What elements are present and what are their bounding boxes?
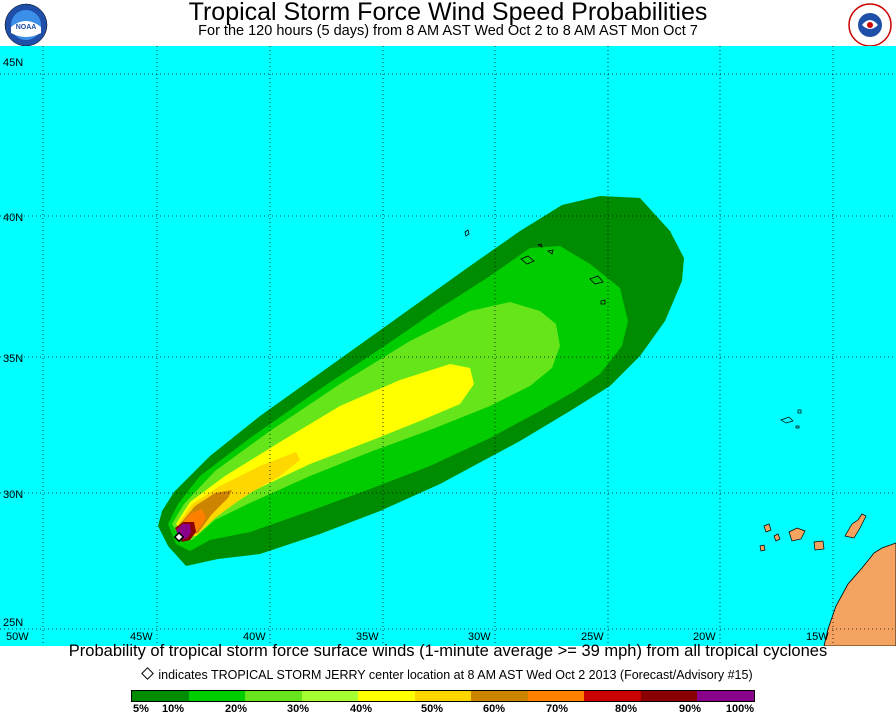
legend-swatch	[358, 691, 415, 701]
legend-label: 50%	[420, 703, 444, 715]
marker-note-text: indicates TROPICAL STORM JERRY center lo…	[158, 668, 753, 682]
page-subtitle: For the 120 hours (5 days) from 8 AM AST…	[198, 23, 698, 39]
legend-labels: 5% 10% 20% 30% 40% 50% 60% 70% 80% 90% 1…	[0, 703, 896, 717]
legend-label: 30%	[286, 703, 310, 715]
probability-legend	[131, 690, 755, 702]
lon-label: 30W	[468, 631, 491, 643]
legend-swatch	[188, 691, 246, 701]
legend-label: 70%	[545, 703, 569, 715]
legend-swatch	[697, 691, 755, 701]
legend-swatch	[301, 691, 359, 701]
storm-center-diamond-icon	[173, 531, 185, 543]
legend-swatch	[414, 691, 472, 701]
legend-label: 60%	[482, 703, 506, 715]
africa-landmass	[823, 542, 896, 646]
lon-label: 40W	[243, 631, 266, 643]
legend-swatch	[527, 691, 585, 701]
legend-label: 40%	[349, 703, 373, 715]
legend-label: 80%	[614, 703, 638, 715]
lon-label: 15W	[806, 631, 829, 643]
madeira-islands	[780, 409, 802, 429]
header: NOAA Tropical Storm Force Wind Speed Pro…	[0, 0, 896, 47]
lat-label: 30N	[3, 489, 23, 501]
lat-lon-grid	[0, 46, 896, 646]
lat-label: 35N	[3, 353, 23, 365]
canary-islands	[759, 513, 867, 552]
lat-labels: 45N 40N 35N 30N 25N	[3, 57, 23, 629]
legend-label: 90%	[678, 703, 702, 715]
noaa-logo-icon: NOAA	[4, 3, 48, 47]
legend-label: 10%	[161, 703, 185, 715]
legend-swatch	[640, 691, 698, 701]
lat-label: 25N	[3, 617, 23, 629]
legend-swatch	[245, 691, 302, 701]
legend-swatch	[584, 691, 641, 701]
lat-label: 40N	[3, 212, 23, 224]
lon-label: 35W	[356, 631, 379, 643]
probability-bands	[158, 196, 684, 566]
legend-label: 20%	[224, 703, 248, 715]
lon-label: 20W	[693, 631, 716, 643]
lon-label: 25W	[581, 631, 604, 643]
nws-logo-icon	[848, 3, 892, 47]
marker-note: indicates TROPICAL STORM JERRY center lo…	[0, 667, 896, 682]
legend-swatch	[471, 691, 528, 701]
legend-swatch	[132, 691, 189, 701]
lon-labels: 50W 45W 40W 35W 30W 25W 20W 15W	[6, 631, 829, 643]
map-description: Probability of tropical storm force surf…	[68, 642, 828, 660]
svg-text:NOAA: NOAA	[16, 24, 37, 31]
legend-label: 5%	[133, 703, 149, 715]
azores-islands	[464, 229, 606, 305]
lat-label: 45N	[3, 57, 23, 69]
lon-label: 45W	[130, 631, 153, 643]
diamond-icon	[141, 667, 155, 680]
legend-label: 100%	[725, 703, 755, 715]
page-title: Tropical Storm Force Wind Speed Probabil…	[188, 0, 708, 26]
probability-map: 45N 40N 35N 30N 25N 50W 45W 40W 35W 30W …	[0, 46, 896, 646]
lon-label: 50W	[6, 631, 29, 643]
